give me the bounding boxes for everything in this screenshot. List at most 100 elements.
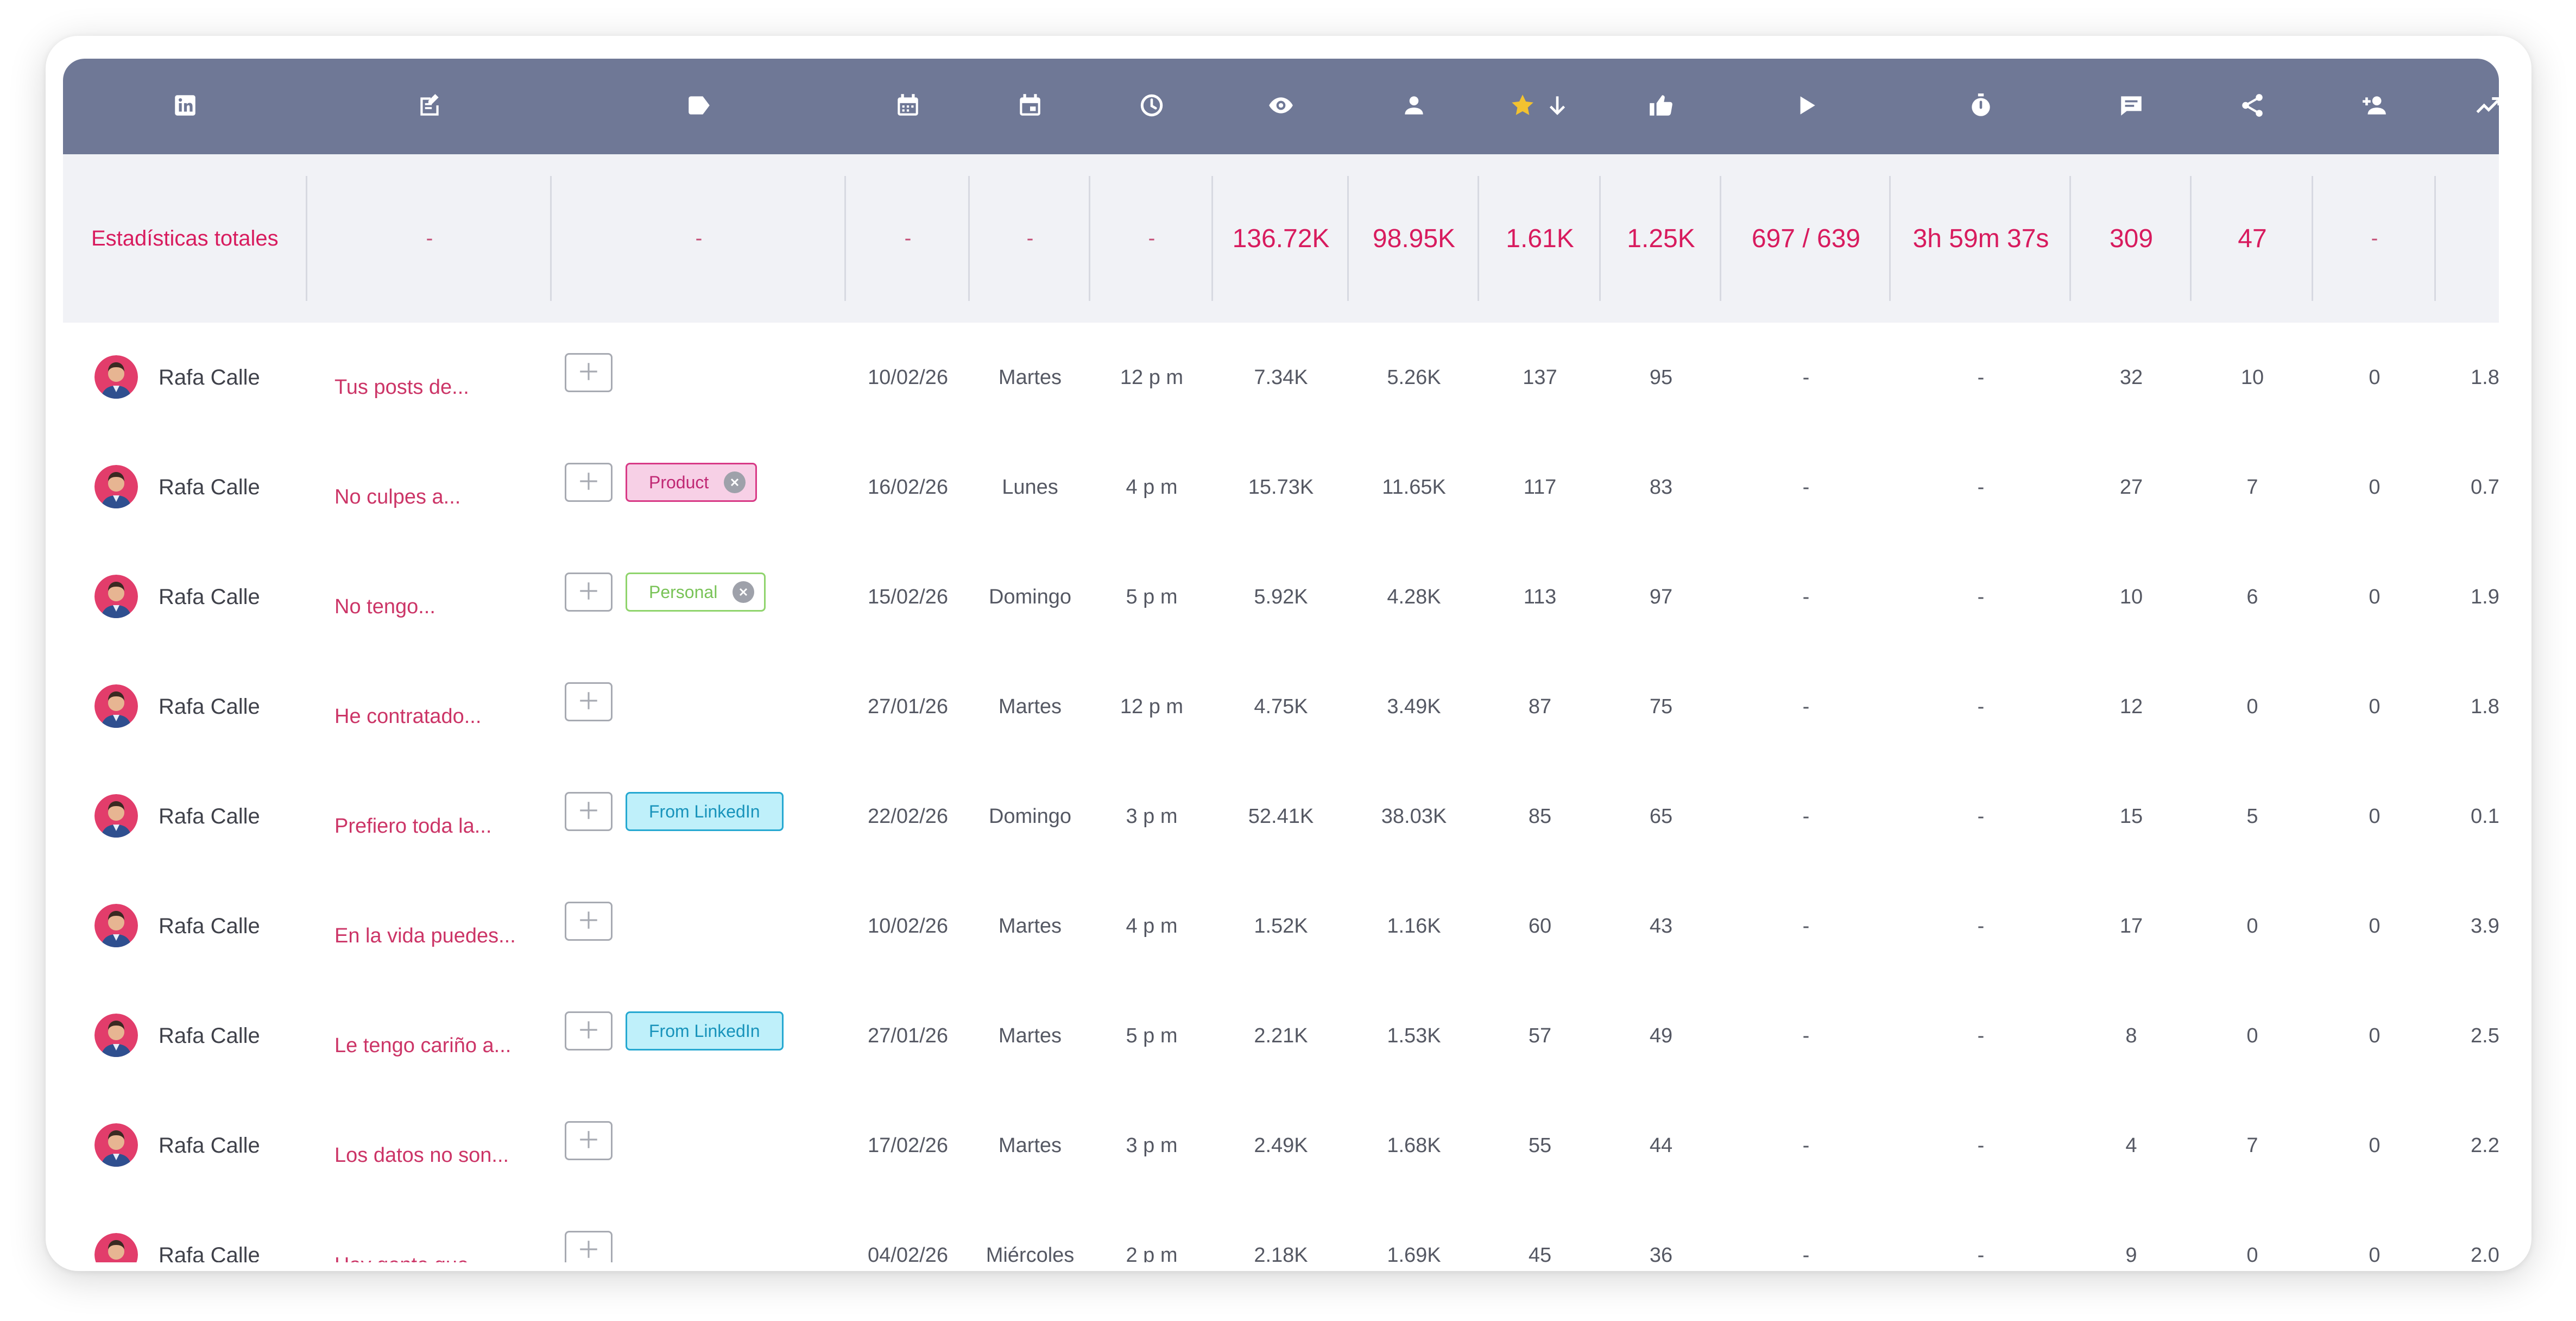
cell-followers: 0 — [2369, 366, 2381, 389]
cell-video-views: - — [1802, 475, 1810, 499]
add-tag-button[interactable] — [565, 573, 613, 612]
table-row[interactable]: Rafa Calle Los datos no son... 17/02/26 Mar… — [63, 1091, 2499, 1202]
avatar — [94, 465, 138, 508]
totals-shares: 47 — [2192, 154, 2313, 323]
post-title-link[interactable]: Los datos no son... — [334, 1144, 509, 1167]
clock-icon — [1138, 92, 1165, 121]
cell-engagement: 60 — [1528, 914, 1552, 938]
cell-comments: 32 — [2119, 366, 2143, 389]
header-shares[interactable] — [2192, 59, 2313, 154]
plus-icon — [577, 360, 600, 385]
header-impressions[interactable] — [1213, 59, 1349, 154]
table-row[interactable]: Rafa Calle Le tengo cariño a... From Linke… — [63, 981, 2499, 1092]
tag-label: Product — [649, 472, 709, 492]
cell-reactions: 65 — [1649, 804, 1673, 828]
cell-impressions: 7.34K — [1254, 366, 1308, 389]
totals-engagement: 1.61K — [1479, 154, 1601, 323]
cell-date: 10/02/26 — [868, 366, 948, 389]
add-tag-button[interactable] — [565, 682, 613, 721]
header-rate[interactable] — [2436, 59, 2499, 154]
cell-reach: 11.65K — [1382, 475, 1446, 499]
header-watch-time[interactable] — [1891, 59, 2071, 154]
cell-video-views: - — [1802, 1024, 1810, 1047]
header-reactions[interactable] — [1601, 59, 1721, 154]
calendar-day-icon — [1016, 92, 1044, 121]
header-engagement[interactable] — [1479, 59, 1601, 154]
totals-day: - — [970, 154, 1090, 323]
cell-watch-time: - — [1977, 1243, 1985, 1263]
post-title-link[interactable]: He contratado... — [334, 705, 482, 728]
header-reach[interactable] — [1349, 59, 1479, 154]
add-tag-button[interactable] — [565, 463, 613, 502]
add-tag-button[interactable] — [565, 1011, 613, 1050]
cell-comments: 4 — [2125, 1134, 2137, 1157]
cell-comments: 27 — [2119, 475, 2143, 499]
author-name: Rafa Calle — [159, 475, 260, 499]
tag-chip[interactable]: Personal — [626, 573, 766, 612]
sort-desc-arrow-icon[interactable] — [1544, 92, 1571, 121]
post-title-link[interactable]: Tus posts de... — [334, 376, 469, 399]
header-tags[interactable] — [552, 59, 846, 154]
add-tag-button[interactable] — [565, 792, 613, 831]
post-title-link[interactable]: Le tengo cariño a... — [334, 1034, 512, 1057]
plus-icon — [577, 580, 600, 605]
post-edit-icon — [416, 92, 443, 121]
cell-reach: 4.28K — [1387, 585, 1441, 608]
cell-hour: 2 p m — [1126, 1243, 1178, 1263]
table-row[interactable]: Rafa Calle Prefiero toda la... From Linked… — [63, 762, 2499, 873]
cell-followers: 0 — [2369, 585, 2381, 608]
totals-watch-time: 3h 59m 37s — [1891, 154, 2071, 323]
tag-chip[interactable]: From LinkedIn — [626, 792, 784, 831]
add-tag-button[interactable] — [565, 1121, 613, 1160]
tag-chip[interactable]: Product — [626, 463, 757, 502]
table-row[interactable]: Rafa Calle En la vida puedes... 10/02/26 Ma… — [63, 871, 2499, 983]
cell-day: Martes — [998, 914, 1062, 938]
remove-tag-icon[interactable] — [724, 471, 746, 493]
remove-tag-icon[interactable] — [733, 581, 755, 603]
post-title-link[interactable]: No tengo... — [334, 595, 435, 618]
cell-impressions: 2.49K — [1254, 1134, 1308, 1157]
table-row[interactable]: Rafa Calle He contratado... 27/01/26 Martes… — [63, 652, 2499, 763]
post-title-link[interactable]: No culpes a... — [334, 486, 461, 508]
cell-watch-time: - — [1977, 804, 1985, 828]
plus-icon — [577, 689, 600, 714]
header-video-views[interactable] — [1721, 59, 1891, 154]
cell-reach: 3.49K — [1387, 695, 1441, 718]
table-row[interactable]: Rafa Calle Tus posts de... 10/02/26 Martes 1… — [63, 323, 2499, 434]
header-post[interactable] — [307, 59, 552, 154]
totals-label: Estadísticas totales — [63, 154, 307, 323]
plus-icon — [577, 1018, 600, 1043]
header-date[interactable] — [846, 59, 970, 154]
add-tag-button[interactable] — [565, 353, 613, 392]
add-tag-button[interactable] — [565, 1231, 613, 1262]
post-title-link[interactable]: Prefiero toda la... — [334, 815, 492, 838]
plus-icon — [577, 799, 600, 824]
cell-rate: 1.8 — [2471, 695, 2499, 718]
tag-chip[interactable]: From LinkedIn — [626, 1011, 784, 1050]
add-tag-button[interactable] — [565, 902, 613, 941]
author-name: Rafa Calle — [159, 1023, 260, 1048]
cell-engagement: 117 — [1523, 475, 1557, 499]
cell-rate: 0.7 — [2471, 475, 2499, 499]
header-comments[interactable] — [2071, 59, 2192, 154]
cell-rate: 1.9 — [2471, 585, 2499, 608]
post-title-link[interactable]: En la vida puedes... — [334, 924, 516, 947]
table-row[interactable]: Rafa Calle Hay gente que... 04/02/26 Miérco… — [63, 1200, 2499, 1262]
header-day[interactable] — [970, 59, 1090, 154]
cell-reactions: 95 — [1649, 366, 1673, 389]
table-row[interactable]: Rafa Calle No culpes a... Product 16/02/26 L… — [63, 432, 2499, 544]
cell-engagement: 45 — [1528, 1243, 1552, 1263]
table-row[interactable]: Rafa Calle No tengo... Personal 15/02/26 Dom… — [63, 542, 2499, 653]
cell-watch-time: - — [1977, 475, 1985, 499]
cell-reach: 1.68K — [1387, 1134, 1441, 1157]
cell-reactions: 49 — [1649, 1024, 1673, 1047]
calendar-date-icon — [894, 92, 921, 121]
cell-reach: 5.26K — [1387, 366, 1441, 389]
header-author[interactable] — [63, 59, 307, 154]
cell-reach: 1.69K — [1387, 1243, 1441, 1263]
header-hour[interactable] — [1090, 59, 1213, 154]
eye-icon — [1267, 92, 1295, 121]
post-title-link[interactable]: Hay gente que... — [334, 1254, 486, 1262]
totals-impressions: 136.72K — [1213, 154, 1349, 323]
header-followers[interactable] — [2313, 59, 2436, 154]
